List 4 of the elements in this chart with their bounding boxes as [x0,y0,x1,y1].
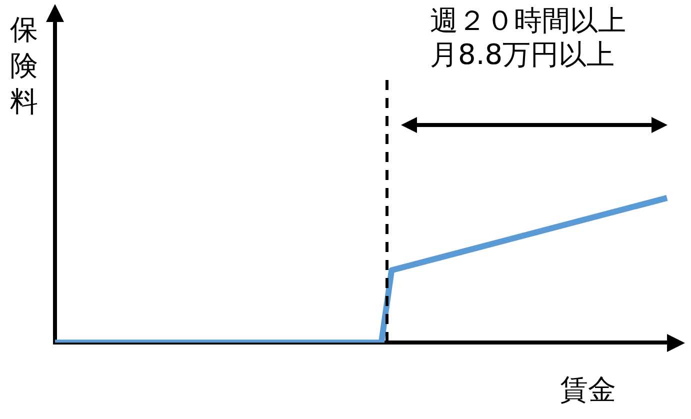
text: 週２０時間以上 [430,4,626,38]
y-axis-title: 保険料 [10,12,39,120]
text: 月8.8万円以上 [430,38,616,72]
x-axis-title: 賃金 [560,373,616,407]
